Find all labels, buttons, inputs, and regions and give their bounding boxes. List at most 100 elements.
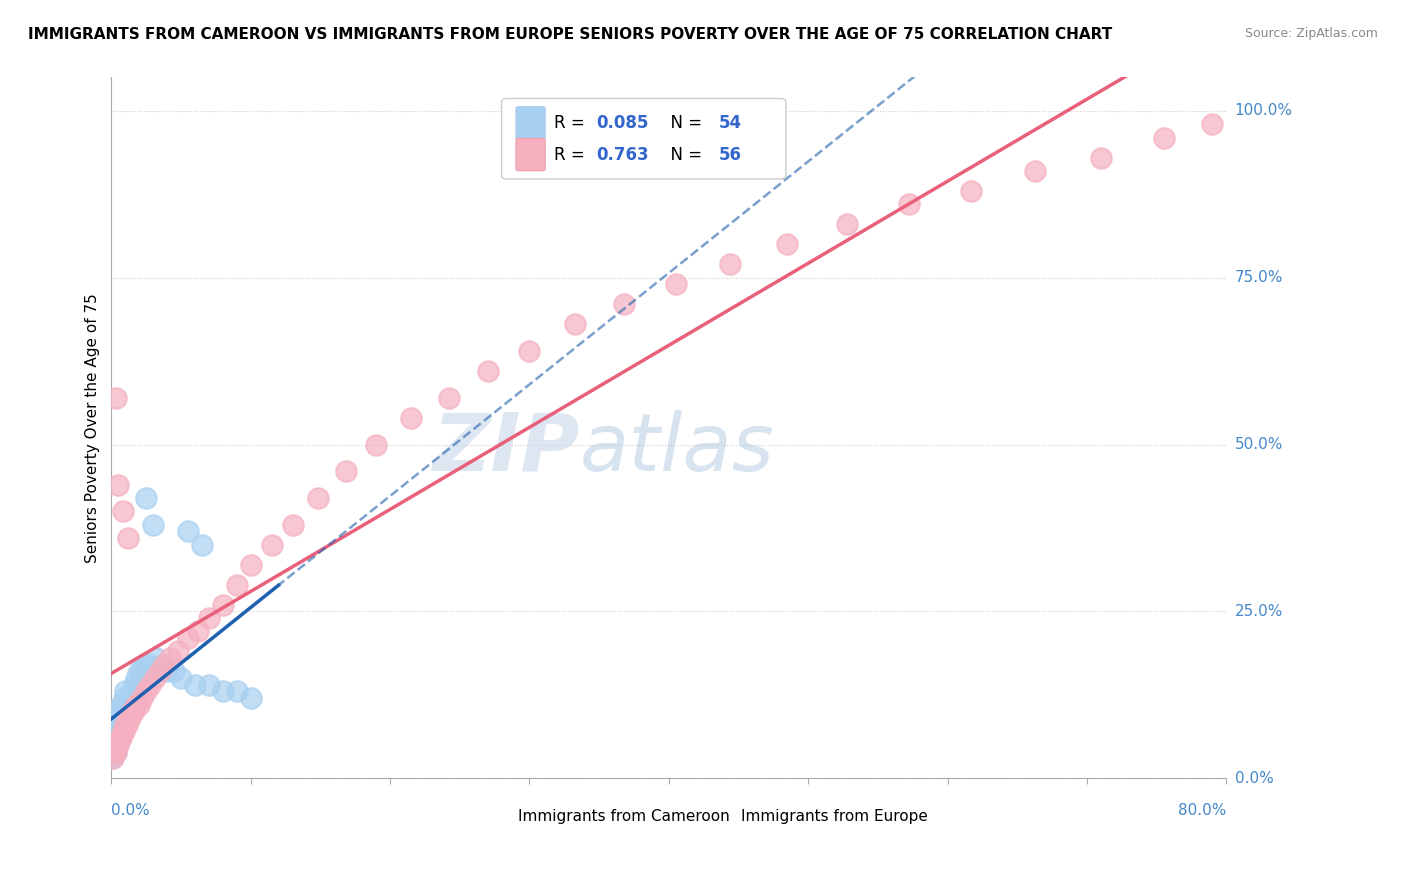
- Text: 0.0%: 0.0%: [1234, 771, 1274, 786]
- Point: [121, 705, 143, 719]
- Text: Immigrants from Cameroon: Immigrants from Cameroon: [519, 809, 730, 824]
- Point: [103, 744, 125, 758]
- Point: [163, 665, 186, 679]
- Point: [105, 738, 128, 752]
- Point: [135, 684, 157, 698]
- Point: [103, 738, 125, 752]
- Point: [225, 577, 247, 591]
- Point: [117, 711, 139, 725]
- Point: [112, 718, 135, 732]
- Text: 56: 56: [718, 145, 742, 163]
- Point: [104, 744, 127, 758]
- Point: [145, 651, 167, 665]
- Point: [117, 531, 139, 545]
- Point: [125, 698, 148, 712]
- Point: [167, 644, 190, 658]
- Point: [149, 665, 172, 679]
- Point: [101, 751, 124, 765]
- Point: [239, 691, 262, 706]
- Point: [718, 257, 741, 271]
- Point: [115, 705, 138, 719]
- Y-axis label: Seniors Poverty Over the Age of 75: Seniors Poverty Over the Age of 75: [86, 293, 100, 563]
- Text: ZIP: ZIP: [432, 409, 579, 488]
- Point: [111, 504, 134, 518]
- Point: [187, 624, 209, 639]
- Text: N =: N =: [659, 145, 707, 163]
- Point: [107, 718, 129, 732]
- Point: [1024, 164, 1046, 178]
- Point: [135, 657, 157, 672]
- Point: [837, 217, 859, 231]
- Point: [198, 678, 221, 692]
- Point: [366, 437, 388, 451]
- Point: [111, 718, 134, 732]
- FancyBboxPatch shape: [502, 98, 786, 179]
- Point: [107, 705, 129, 719]
- Point: [110, 711, 132, 725]
- Point: [477, 364, 499, 378]
- Point: [184, 678, 207, 692]
- Point: [114, 684, 136, 698]
- Point: [142, 517, 165, 532]
- Point: [239, 558, 262, 572]
- Point: [335, 464, 357, 478]
- Point: [101, 731, 124, 746]
- Point: [128, 698, 150, 712]
- Point: [120, 691, 142, 706]
- Point: [1153, 130, 1175, 145]
- Point: [121, 684, 143, 698]
- Point: [112, 724, 135, 739]
- Point: [191, 538, 214, 552]
- Text: 75.0%: 75.0%: [1234, 270, 1282, 285]
- Point: [139, 657, 162, 672]
- Point: [111, 705, 134, 719]
- FancyBboxPatch shape: [482, 805, 515, 829]
- Text: 50.0%: 50.0%: [1234, 437, 1282, 452]
- Point: [112, 691, 135, 706]
- Text: R =: R =: [554, 145, 591, 163]
- Point: [1090, 151, 1112, 165]
- Point: [103, 718, 125, 732]
- Text: 25.0%: 25.0%: [1234, 604, 1282, 619]
- Point: [101, 751, 124, 765]
- Text: 80.0%: 80.0%: [1178, 803, 1226, 818]
- Point: [519, 344, 541, 359]
- Point: [101, 738, 124, 752]
- Point: [260, 538, 283, 552]
- Point: [156, 665, 179, 679]
- Point: [153, 657, 176, 672]
- Point: [108, 731, 131, 746]
- Point: [131, 691, 153, 706]
- Point: [104, 738, 127, 752]
- Point: [104, 744, 127, 758]
- Point: [150, 657, 173, 672]
- Point: [117, 698, 139, 712]
- Text: N =: N =: [659, 114, 707, 132]
- Text: Source: ZipAtlas.com: Source: ZipAtlas.com: [1244, 27, 1378, 40]
- Point: [104, 711, 127, 725]
- Point: [170, 671, 193, 685]
- Point: [103, 744, 125, 758]
- Point: [776, 237, 799, 252]
- Point: [143, 671, 166, 685]
- Text: Immigrants from Europe: Immigrants from Europe: [741, 809, 928, 824]
- Point: [198, 611, 221, 625]
- Point: [897, 197, 920, 211]
- Point: [110, 698, 132, 712]
- Point: [281, 517, 304, 532]
- Point: [159, 651, 181, 665]
- Text: atlas: atlas: [579, 409, 775, 488]
- FancyBboxPatch shape: [706, 805, 738, 829]
- Point: [212, 684, 235, 698]
- Point: [110, 731, 132, 746]
- Point: [118, 691, 141, 706]
- Point: [104, 724, 127, 739]
- Point: [665, 277, 688, 292]
- Point: [131, 665, 153, 679]
- Point: [103, 731, 125, 746]
- Point: [101, 744, 124, 758]
- Point: [212, 598, 235, 612]
- Point: [1201, 117, 1223, 131]
- Point: [107, 738, 129, 752]
- Point: [108, 731, 131, 746]
